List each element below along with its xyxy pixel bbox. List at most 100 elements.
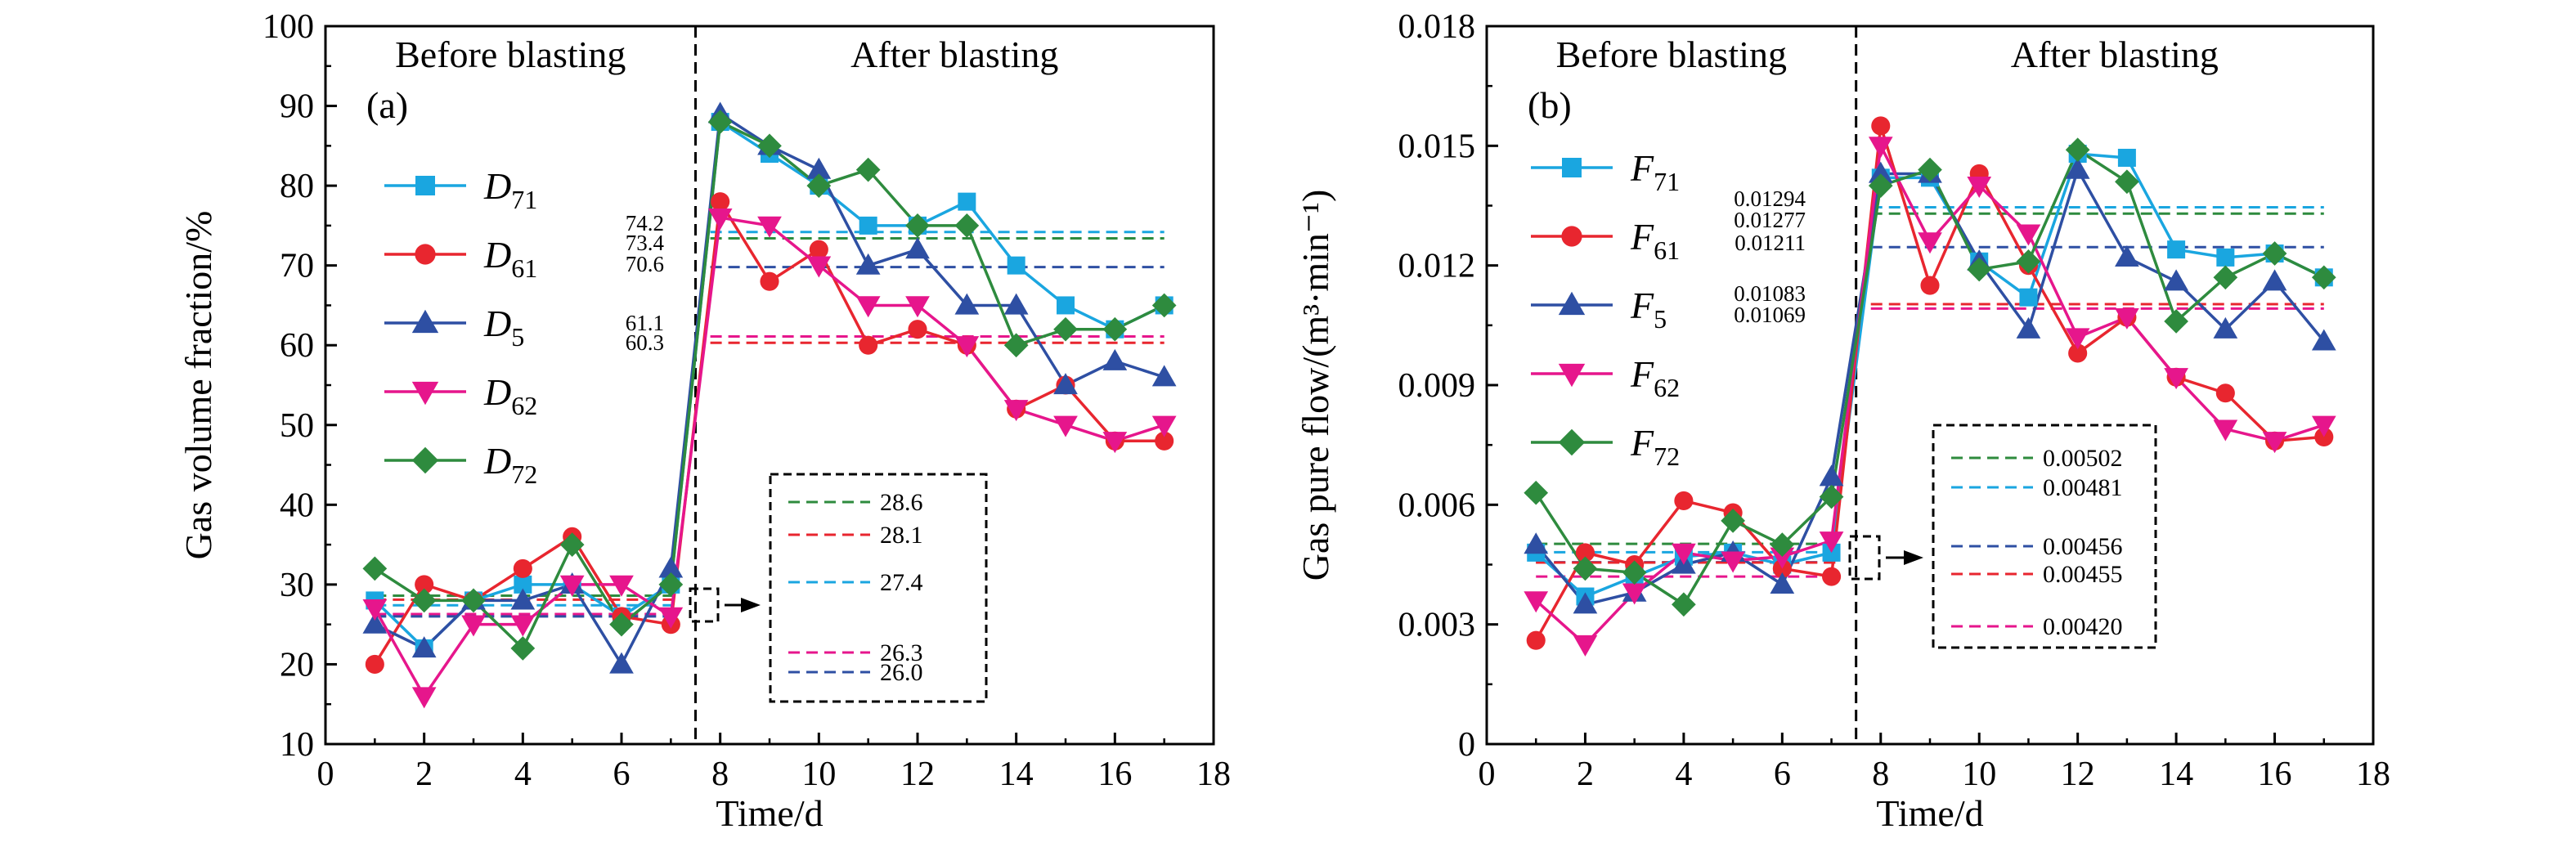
data-point <box>1102 348 1128 370</box>
data-point <box>954 293 980 315</box>
data-point <box>1622 560 1647 585</box>
x-tick-label: 18 <box>2356 756 2390 793</box>
after-mean-label: 73.4 <box>626 231 665 255</box>
data-point <box>2311 415 2336 437</box>
data-point <box>1524 532 1549 554</box>
legend-label: D61 <box>483 234 537 283</box>
data-point <box>609 575 634 597</box>
data-point <box>2065 328 2090 350</box>
inset-mean-label: 28.6 <box>880 489 923 516</box>
data-point <box>559 532 585 557</box>
data-point <box>510 636 536 661</box>
data-point <box>2216 248 2235 267</box>
x-tick-label: 16 <box>1097 756 1132 793</box>
data-point <box>1573 556 1598 581</box>
data-point <box>658 572 684 597</box>
legend-subscript: 5 <box>511 322 524 352</box>
legend-subscript: 72 <box>511 460 537 489</box>
data-point <box>2262 269 2287 291</box>
x-axis-label: Time/d <box>716 792 823 834</box>
zoom-arrowhead <box>1904 550 1923 565</box>
y-axis-label: Gas pure flow/(m³·min⁻¹) <box>1295 190 1336 581</box>
y-tick-label: 0.009 <box>1398 367 1476 405</box>
data-point <box>411 636 437 658</box>
data-point <box>1575 543 1595 563</box>
data-point <box>1622 583 1647 605</box>
data-point <box>2115 307 2139 330</box>
data-point <box>859 216 877 235</box>
y-tick-label: 50 <box>280 407 314 445</box>
data-point <box>1918 232 1942 254</box>
data-point <box>1003 333 1029 358</box>
data-point <box>1003 400 1029 422</box>
data-point <box>707 110 733 134</box>
data-point <box>1573 592 1598 614</box>
y-tick-label: 70 <box>280 248 314 285</box>
data-point <box>2262 432 2287 454</box>
legend-name: F <box>1630 422 1654 464</box>
data-point <box>609 612 634 637</box>
legend-subscript: 71 <box>1654 167 1680 196</box>
inset-mean-label: 26.3 <box>880 639 923 666</box>
data-point <box>2117 148 2136 167</box>
legend-marker <box>411 446 439 474</box>
x-tick-label: 2 <box>1577 756 1594 793</box>
data-point <box>908 320 927 339</box>
x-axis-label: Time/d <box>1876 792 1983 834</box>
legend-label: F5 <box>1630 285 1667 334</box>
x-tick-label: 4 <box>1675 756 1692 793</box>
legend-subscript: 5 <box>1654 304 1667 334</box>
data-point <box>1967 257 1992 282</box>
legend-marker <box>1558 428 1586 456</box>
data-point <box>461 615 486 637</box>
data-point <box>1868 161 1893 183</box>
data-point <box>2262 241 2287 266</box>
legend-marker <box>411 309 439 334</box>
y-axis-label: Gas volume fraction/% <box>177 211 219 560</box>
x-tick-label: 0 <box>317 756 334 793</box>
y-tick-label: 20 <box>280 646 314 684</box>
region-label-before: Before blasting <box>395 34 626 75</box>
x-tick-label: 4 <box>514 756 532 793</box>
x-tick-label: 6 <box>613 756 631 793</box>
data-point <box>1674 491 1694 511</box>
data-point <box>2065 157 2090 179</box>
region-label-after: After blasting <box>2011 34 2219 75</box>
data-point <box>855 296 881 318</box>
legend-subscript: 62 <box>511 391 537 420</box>
y-tick-label: 10 <box>280 726 314 764</box>
data-point <box>809 240 828 259</box>
x-tick-label: 12 <box>2061 756 2095 793</box>
data-point <box>1721 508 1745 533</box>
after-mean-label: 74.2 <box>626 211 664 235</box>
legend-label: F72 <box>1630 422 1680 471</box>
y-tick-label: 30 <box>280 567 314 604</box>
legend-name: D <box>483 371 511 413</box>
data-point <box>1770 572 1795 594</box>
data-point <box>2311 329 2336 351</box>
legend-name: D <box>483 440 511 482</box>
data-point <box>2213 419 2238 442</box>
data-point <box>2115 245 2139 267</box>
data-point <box>2164 269 2188 291</box>
data-point <box>2164 309 2188 334</box>
data-point <box>1151 293 1177 318</box>
data-point <box>415 575 434 594</box>
data-point <box>1526 630 1546 650</box>
data-point <box>2016 249 2041 274</box>
y-tick-label: 0.018 <box>1398 8 1476 46</box>
x-tick-label: 12 <box>900 756 935 793</box>
legend-label: F62 <box>1630 353 1680 402</box>
data-point <box>2065 137 2090 163</box>
data-point <box>757 216 782 238</box>
after-mean-label: 0.01294 <box>1734 186 1806 211</box>
data-point <box>806 173 832 198</box>
data-point <box>658 607 684 629</box>
data-point <box>806 157 832 179</box>
data-point <box>559 575 585 597</box>
data-point <box>711 192 730 212</box>
inset-box <box>769 473 988 703</box>
data-point <box>1721 551 1745 573</box>
legend-subscript: 61 <box>511 253 537 283</box>
data-point <box>2213 265 2238 290</box>
